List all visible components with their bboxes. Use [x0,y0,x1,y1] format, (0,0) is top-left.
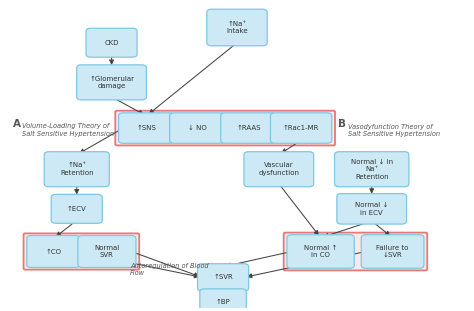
FancyBboxPatch shape [244,152,314,187]
Text: Normal ↓ in
Na⁺
Retention: Normal ↓ in Na⁺ Retention [351,159,393,180]
Text: ↑Na⁺
Retention: ↑Na⁺ Retention [60,162,93,176]
Text: Normal
SVR: Normal SVR [94,245,119,258]
FancyBboxPatch shape [24,233,139,270]
Text: Autoregulation of Blood
Flow: Autoregulation of Blood Flow [130,263,209,276]
FancyBboxPatch shape [221,113,276,143]
Text: ↑BP: ↑BP [216,299,230,305]
FancyBboxPatch shape [283,233,427,270]
FancyBboxPatch shape [51,194,102,223]
Text: ↑ECV: ↑ECV [67,206,87,212]
FancyBboxPatch shape [86,28,137,57]
Text: ↑SNS: ↑SNS [137,125,156,131]
FancyBboxPatch shape [44,152,109,187]
Text: Volume-Loading Theory of
Salt Sensitive Hypertension: Volume-Loading Theory of Salt Sensitive … [22,123,115,137]
Text: ↑Na⁺
Intake: ↑Na⁺ Intake [226,21,248,34]
FancyBboxPatch shape [77,65,146,100]
Text: ↑RAAS: ↑RAAS [237,125,261,131]
FancyBboxPatch shape [335,152,409,187]
FancyBboxPatch shape [115,111,335,146]
FancyBboxPatch shape [200,289,246,311]
Text: Vasodyfunction Theory of
Salt Sensitive Hypertension: Vasodyfunction Theory of Salt Sensitive … [347,123,440,137]
Text: ↑SVR: ↑SVR [213,274,233,281]
Text: ↓ NO: ↓ NO [188,125,207,131]
Text: Normal ↑
in CO: Normal ↑ in CO [304,245,337,258]
Text: ↑Rac1-MR: ↑Rac1-MR [283,125,319,131]
FancyBboxPatch shape [207,9,267,46]
Text: Normal ↓
in ECV: Normal ↓ in ECV [355,202,388,216]
Text: Vascular
dysfunction: Vascular dysfunction [258,162,299,176]
FancyBboxPatch shape [337,193,407,224]
FancyBboxPatch shape [78,235,136,267]
Text: ↑Glomerular
damage: ↑Glomerular damage [89,76,134,89]
FancyBboxPatch shape [271,113,332,143]
Text: Failure to
↓SVR: Failure to ↓SVR [376,245,409,258]
Text: A: A [13,119,21,129]
FancyBboxPatch shape [287,235,354,268]
FancyBboxPatch shape [361,235,424,268]
Text: CKD: CKD [104,40,119,46]
FancyBboxPatch shape [198,264,248,291]
Text: ↑CO: ↑CO [46,248,62,254]
FancyBboxPatch shape [27,235,80,267]
FancyBboxPatch shape [118,113,174,143]
Text: B: B [338,119,346,129]
FancyBboxPatch shape [170,113,226,143]
